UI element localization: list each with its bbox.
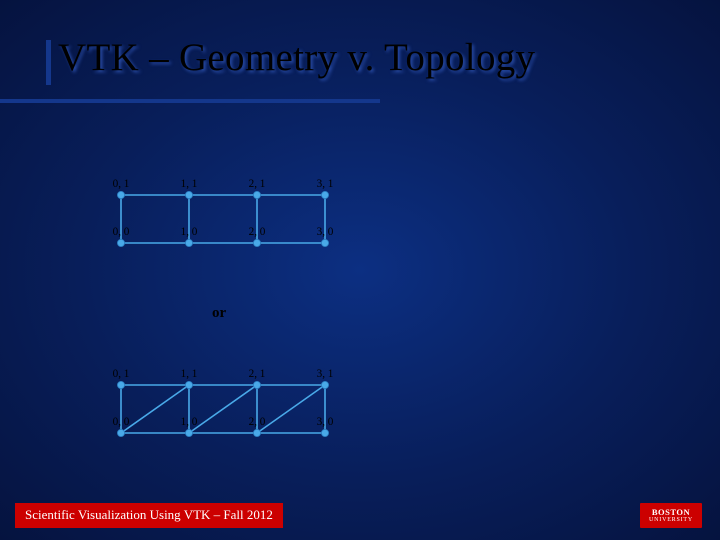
node-label: 1, 0 [181, 416, 198, 428]
edge [189, 385, 257, 433]
node-label: 1, 0 [181, 226, 198, 238]
footer-text: Scientific Visualization Using VTK – Fal… [15, 503, 283, 528]
node-label: 2, 1 [249, 178, 266, 190]
logo-line1: BOSTON [652, 508, 690, 517]
node-label: 3, 0 [317, 226, 334, 238]
slide: VTK – Geometry v. Topology 0, 1 1, 1 2, 1 3… [0, 0, 720, 540]
node-label: 3, 1 [317, 368, 334, 380]
slide-title: VTK – Geometry v. Topology [58, 35, 535, 80]
node-label: 2, 0 [249, 416, 266, 428]
boston-university-logo: BOSTON UNIVERSITY [640, 503, 702, 528]
edge [257, 385, 325, 433]
diagram-grid-top: 0, 1 1, 1 2, 1 3, 1 0, 0 1, 0 2, 0 3, 0 [85, 175, 365, 255]
node-label: 2, 1 [249, 368, 266, 380]
node-label: 2, 0 [249, 226, 266, 238]
diagram-grid-bottom: 0, 1 1, 1 2, 1 3, 1 0, 0 1, 0 2, 0 3, 0 [85, 365, 365, 445]
node-label: 0, 0 [113, 416, 130, 428]
node-label: 1, 1 [181, 178, 198, 190]
node-label: 0, 1 [113, 178, 130, 190]
node-label: 0, 1 [113, 368, 130, 380]
title-underline [0, 99, 380, 103]
or-label: or [212, 305, 226, 322]
node-label: 1, 1 [181, 368, 198, 380]
node-label: 3, 1 [317, 178, 334, 190]
node-label: 0, 0 [113, 226, 130, 238]
title-accent [46, 40, 51, 85]
logo-line2: UNIVERSITY [649, 517, 693, 523]
edge [121, 385, 189, 433]
node-label: 3, 0 [317, 416, 334, 428]
